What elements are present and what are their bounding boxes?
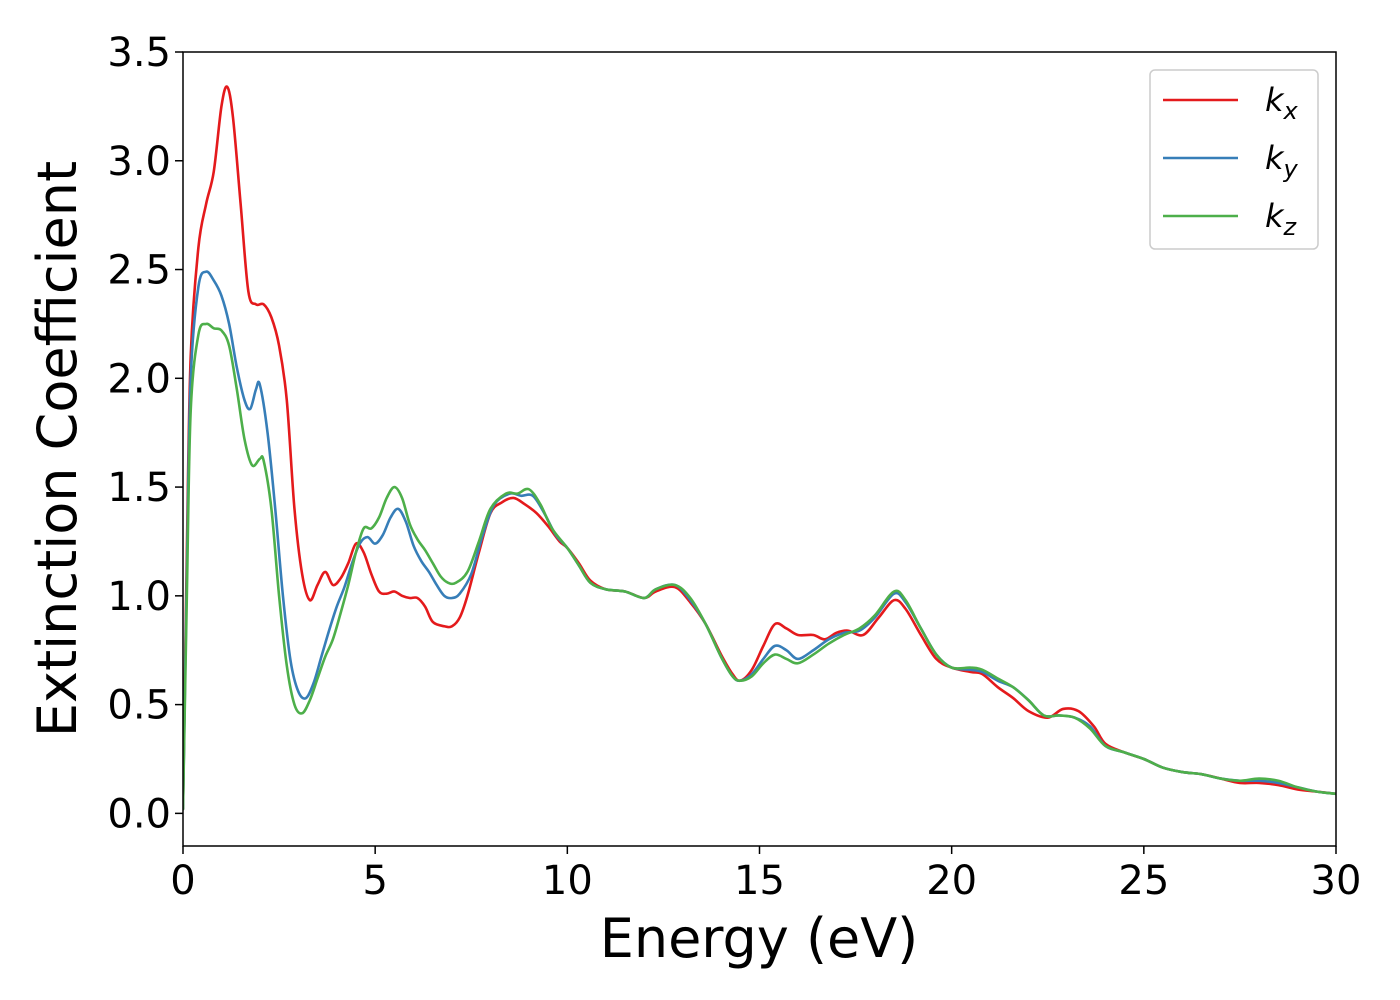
series-layer: [183, 85, 1336, 811]
x-axis-label: Energy (eV): [600, 907, 919, 970]
y-tick-label: 2.5: [107, 248, 171, 294]
y-tick-label: 3.5: [107, 30, 171, 76]
series-line-kz: [183, 322, 1336, 811]
x-axis: 0 5 10 15 20 25 30: [170, 846, 1361, 904]
y-tick-label: 0.0: [107, 791, 171, 837]
y-tick-label: 0.5: [107, 683, 171, 729]
y-tick-label: 2.0: [107, 356, 171, 402]
x-tick-label: 20: [926, 858, 977, 904]
x-tick-label: 15: [734, 858, 785, 904]
y-axis-label: Extinction Coefficient: [26, 161, 89, 737]
x-tick-label: 25: [1118, 858, 1169, 904]
legend-frame: [1149, 69, 1319, 250]
x-tick-label: 0: [170, 858, 195, 904]
x-tick-label: 30: [1311, 858, 1362, 904]
y-tick-label: 1.0: [107, 574, 171, 620]
x-tick-label: 10: [542, 858, 593, 904]
y-axis: 0.0 0.5 1.0 1.5 2.0 2.5 3.0 3.5: [107, 30, 183, 837]
y-tick-label: 3.0: [107, 139, 171, 185]
x-tick-label: 5: [362, 858, 387, 904]
y-tick-label: 1.5: [107, 465, 171, 511]
